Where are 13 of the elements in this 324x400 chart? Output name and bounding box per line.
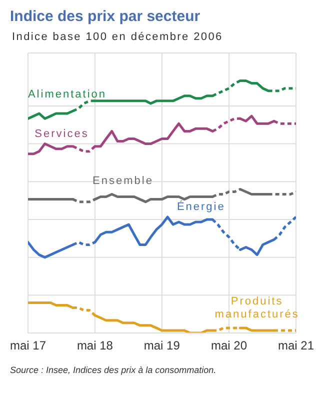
series-label: Services	[34, 128, 89, 140]
chart-title: Indice des prix par secteur	[10, 8, 202, 25]
x-tick-label: mai 19	[144, 338, 180, 353]
x-tick-label: mai 20	[211, 338, 248, 353]
chart-subtitle: Indice base 100 en décembre 2006	[12, 31, 224, 43]
source-note: Source : Insee, Indices des prix à la consommation.	[10, 365, 218, 375]
series-label: Produits manufacturés	[214, 295, 300, 320]
series-label: Énergie	[176, 200, 226, 214]
x-tick-label: mai 21	[278, 338, 314, 353]
series-label: Ensemble	[92, 174, 154, 187]
series-label: Alimentation	[28, 88, 107, 101]
x-tick-label: mai 17	[10, 338, 46, 353]
x-tick-label: mai 18	[76, 338, 114, 353]
